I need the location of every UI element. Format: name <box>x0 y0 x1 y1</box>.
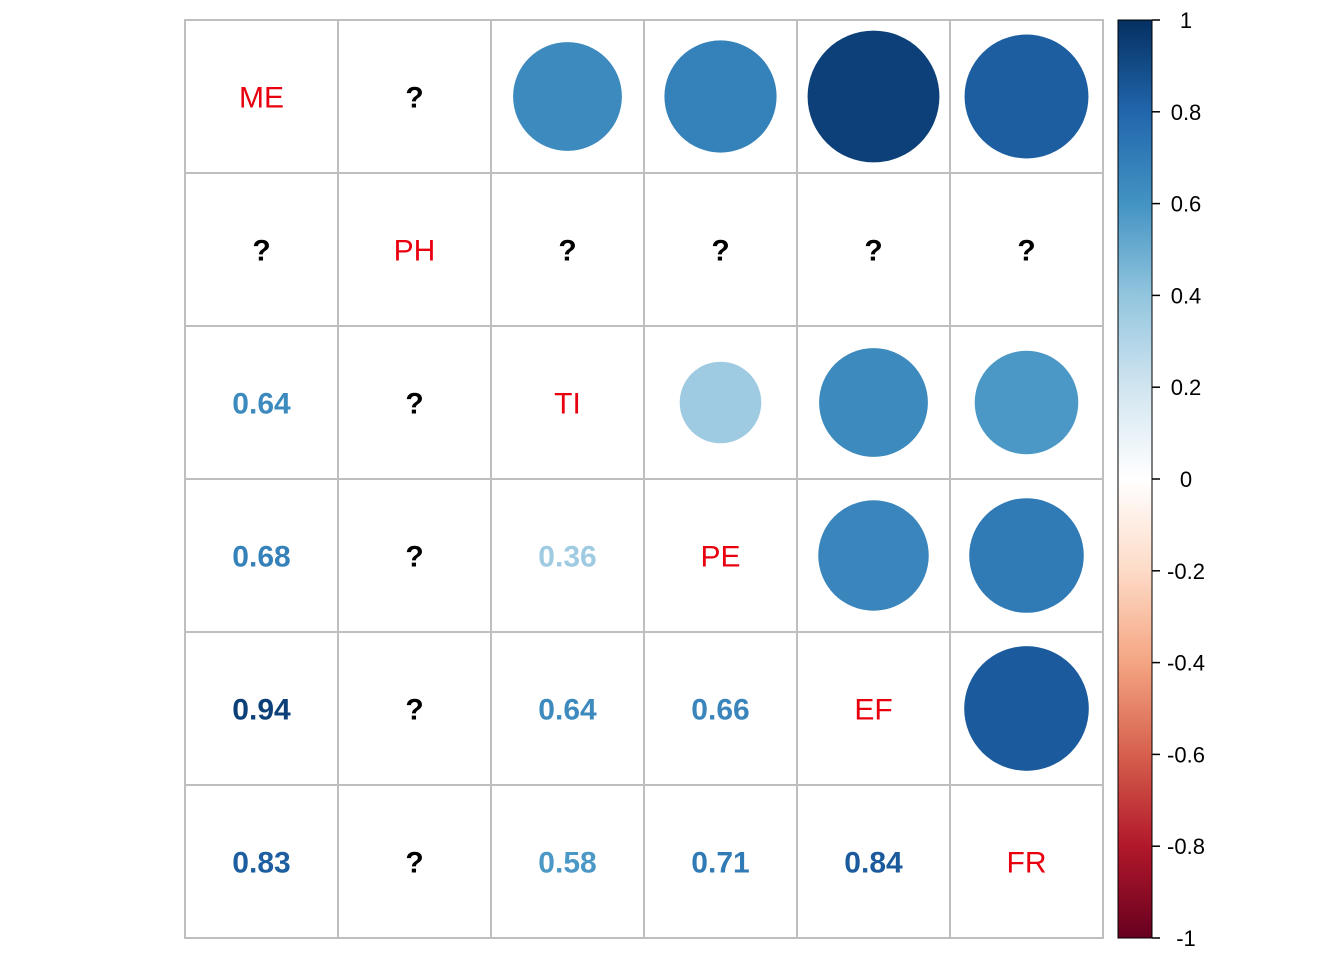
correlation-value: 0.58 <box>538 847 596 880</box>
colorbar-tick-label: -0.4 <box>1167 651 1205 676</box>
colorbar-tick-label: -0.8 <box>1167 834 1205 859</box>
grid-cell <box>337 172 492 327</box>
correlation-value: 0.84 <box>844 847 903 880</box>
variable-label: PE <box>700 541 740 574</box>
grid-cell <box>949 172 1104 327</box>
grid-cell <box>337 478 492 633</box>
missing-value-mark: ? <box>405 82 423 115</box>
grid-cell <box>643 784 798 939</box>
correlation-circle <box>807 30 940 163</box>
correlation-value: 0.36 <box>538 541 596 574</box>
colorbar-tick-label: 0.2 <box>1171 375 1202 400</box>
grid-cell <box>337 19 492 174</box>
colorbar-tick-label: 0.8 <box>1171 100 1202 125</box>
grid-cell <box>643 478 798 633</box>
grid-cell <box>643 172 798 327</box>
correlation-value: 0.64 <box>232 388 291 421</box>
variable-label: ME <box>239 82 284 115</box>
grid-cell <box>490 478 645 633</box>
correlation-value: 0.64 <box>538 694 597 727</box>
correlation-circle <box>818 500 929 611</box>
correlation-value: 0.94 <box>232 694 291 727</box>
colorbar-tick-label: 0.4 <box>1171 283 1202 308</box>
correlation-circle <box>969 498 1084 613</box>
correlation-circle <box>964 646 1089 771</box>
grid-cell <box>949 784 1104 939</box>
variable-label: FR <box>1007 847 1047 880</box>
grid-cell <box>184 478 339 633</box>
correlation-value: 0.68 <box>232 541 290 574</box>
grid-cell <box>796 631 951 786</box>
grid-cell <box>184 19 339 174</box>
variable-label: TI <box>554 388 581 421</box>
colorbar-tick-label: -0.2 <box>1167 559 1205 584</box>
missing-value-mark: ? <box>405 847 423 880</box>
correlation-circle <box>974 350 1079 455</box>
grid-cell <box>643 631 798 786</box>
grid-cell <box>184 325 339 480</box>
grid-cell <box>184 631 339 786</box>
correlation-value: 0.71 <box>691 847 749 880</box>
colorbar-tick-label: 0 <box>1180 467 1192 492</box>
grid-cell <box>490 631 645 786</box>
colorbar-tick-label: -0.6 <box>1167 742 1205 767</box>
colorbar-tick-label: -1 <box>1176 926 1196 951</box>
correlation-circle <box>679 361 762 444</box>
missing-value-mark: ? <box>405 388 423 421</box>
missing-value-mark: ? <box>1017 235 1035 268</box>
grid-cell <box>337 325 492 480</box>
missing-value-mark: ? <box>864 235 882 268</box>
missing-value-mark: ? <box>405 541 423 574</box>
correlation-circle <box>513 42 622 151</box>
missing-value-mark: ? <box>558 235 576 268</box>
colorbar-tick-label: 0.6 <box>1171 192 1202 217</box>
variable-label: EF <box>854 694 892 727</box>
missing-value-mark: ? <box>711 235 729 268</box>
correlation-circle <box>964 34 1089 159</box>
missing-value-mark: ? <box>252 235 270 268</box>
missing-value-mark: ? <box>405 694 423 727</box>
correlation-circle <box>664 40 777 153</box>
correlation-value: 0.83 <box>232 847 290 880</box>
variable-label: PH <box>394 235 436 268</box>
correlation-circle <box>819 348 928 457</box>
colorbar <box>1117 19 1153 939</box>
colorbar-tick-label: 1 <box>1180 8 1192 33</box>
grid-cell <box>796 784 951 939</box>
grid-cell <box>184 784 339 939</box>
correlation-value: 0.66 <box>691 694 749 727</box>
